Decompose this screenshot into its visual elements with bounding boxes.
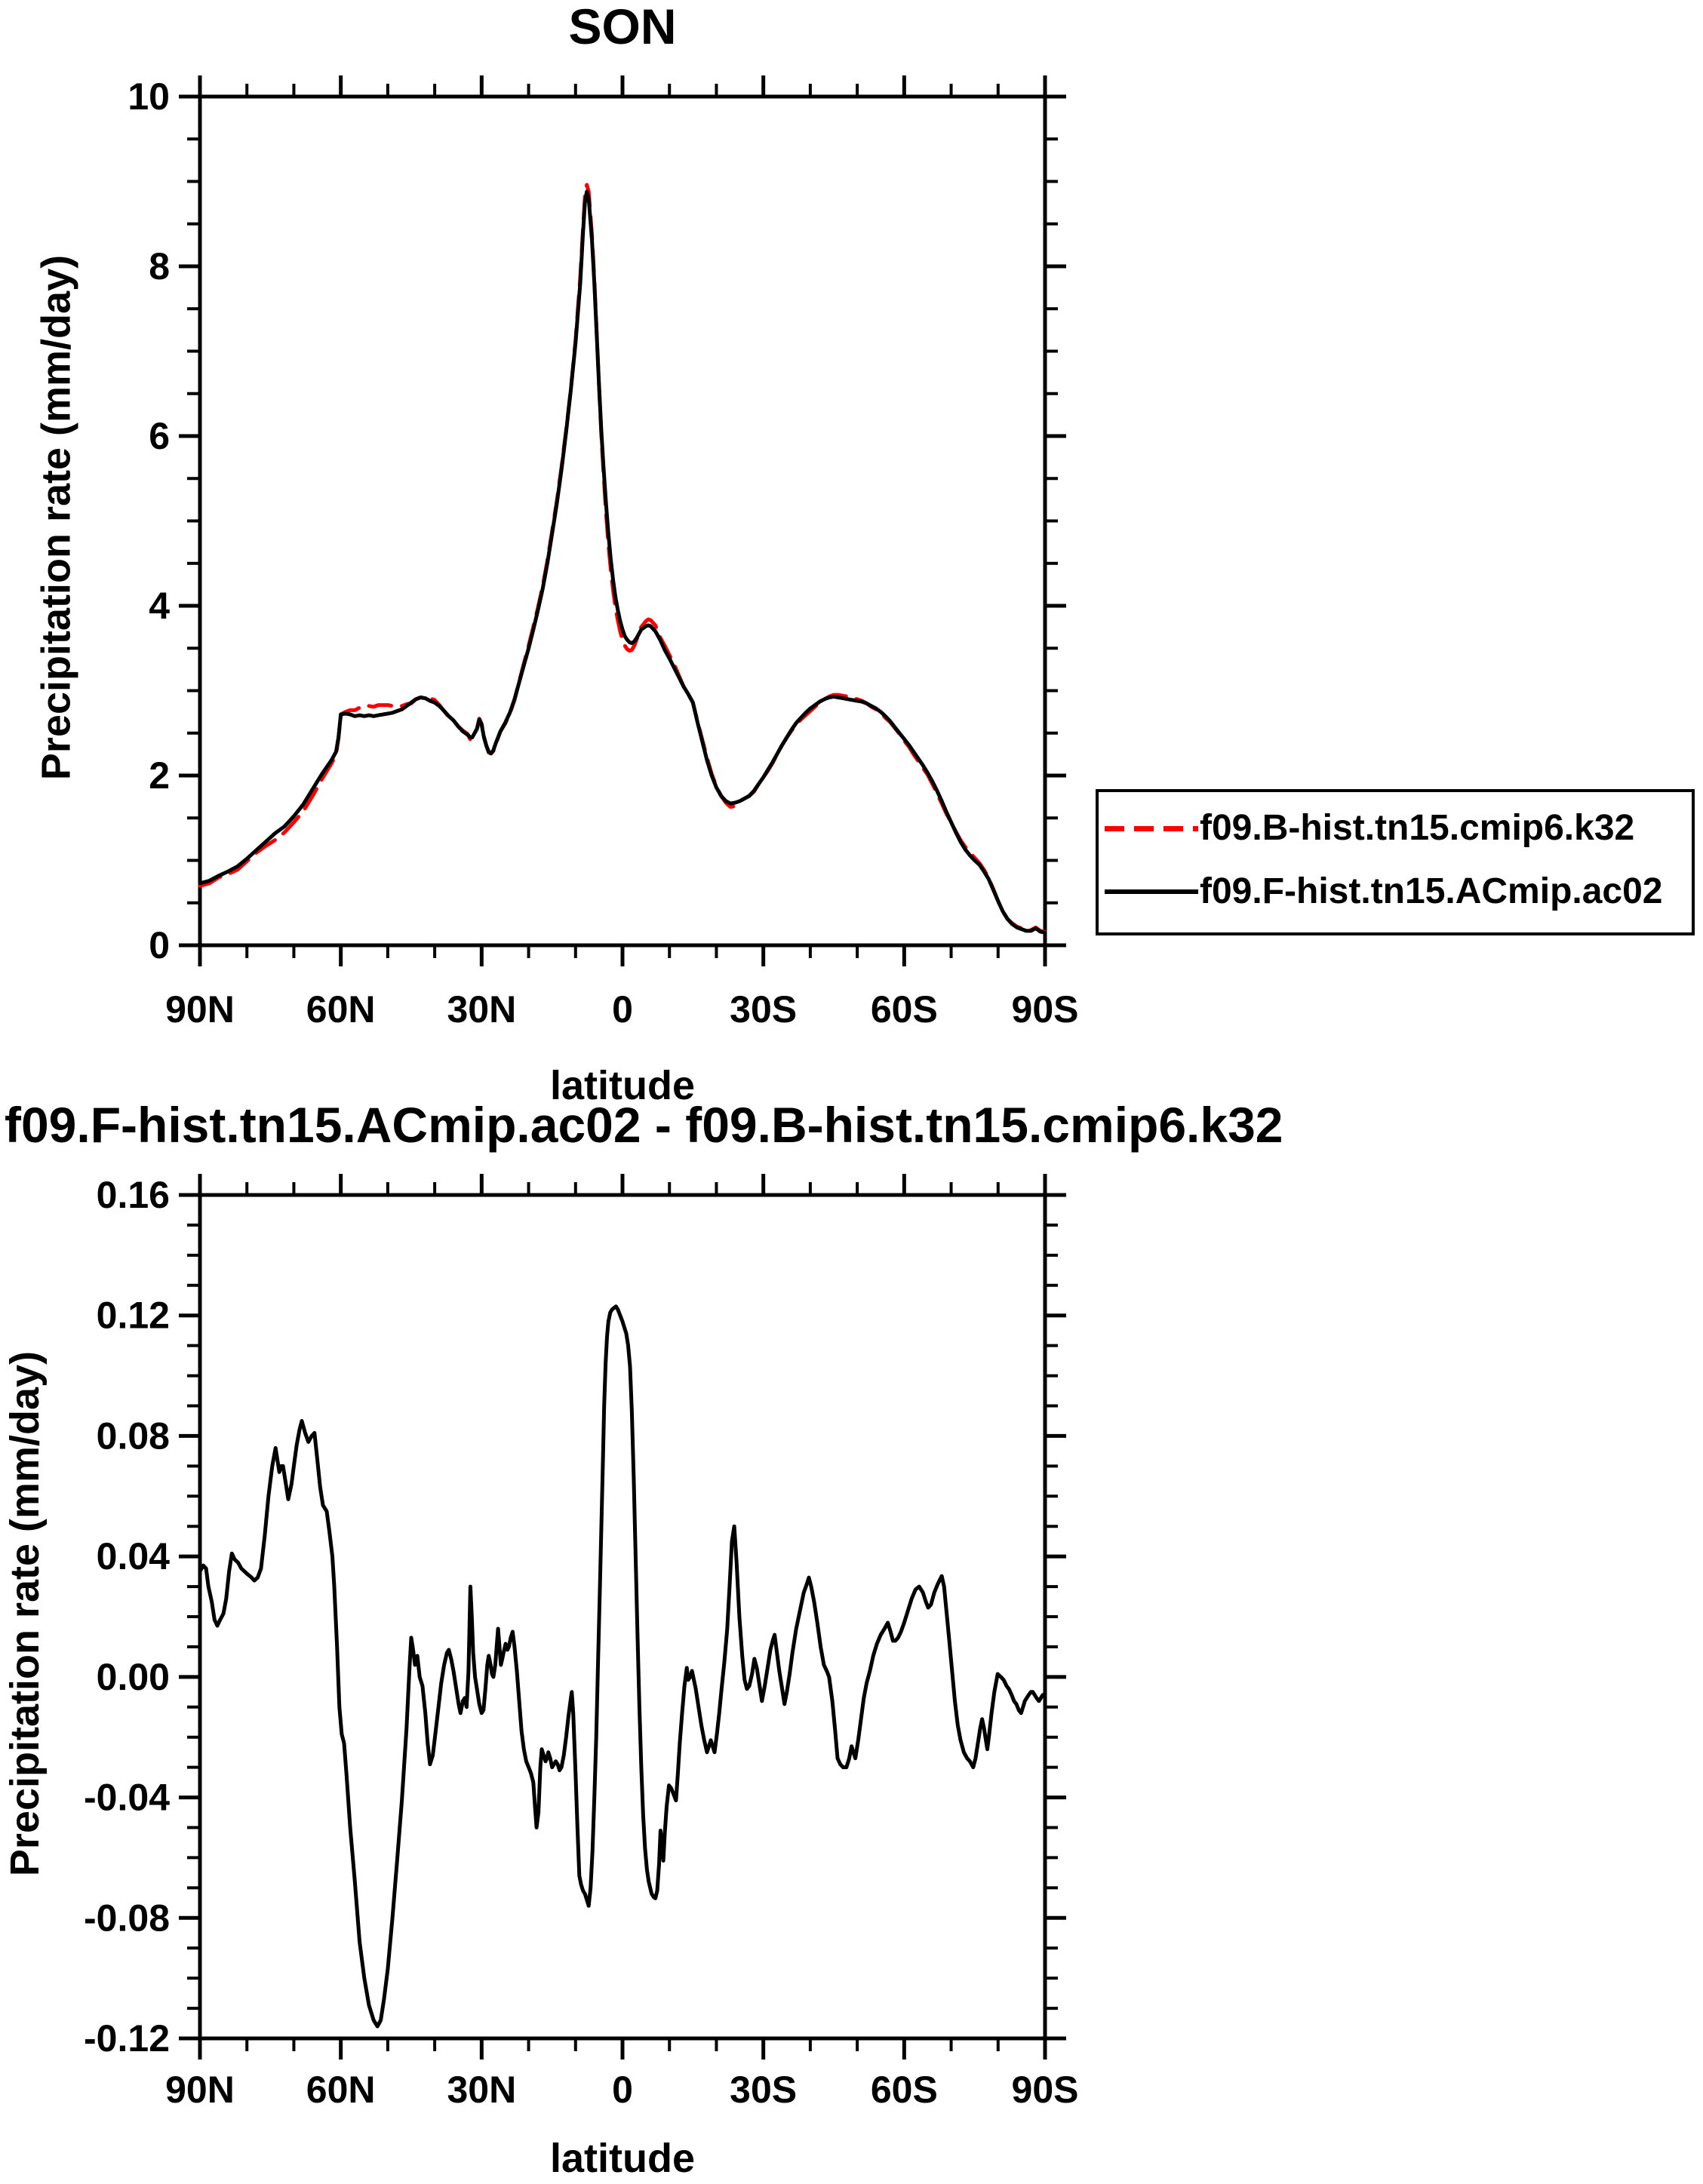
y-tick-label: 0.00	[97, 1656, 170, 1698]
x-tick-label: 60N	[306, 988, 376, 1031]
x-tick-label: 90S	[1012, 988, 1079, 1031]
y-tick-label: 0.12	[97, 1295, 170, 1337]
y-tick-label: 0	[149, 924, 170, 966]
y-tick-label: 0.08	[97, 1415, 170, 1457]
y-tick-label: 2	[149, 754, 170, 797]
x-tick-label: 0	[612, 2069, 633, 2111]
x-tick-label: 60S	[871, 988, 938, 1031]
bottom-x-axis-label: latitude	[549, 2136, 695, 2181]
x-tick-label: 60S	[871, 2069, 938, 2111]
y-tick-label: -0.08	[84, 1897, 170, 1939]
top-y-axis-label: Precipitation rate (mm/day)	[33, 254, 79, 781]
series-line-dashed	[198, 183, 1047, 934]
bottom-y-axis-label: Precipitation rate (mm/day)	[2, 1350, 48, 1877]
x-tick-label: 90N	[165, 988, 235, 1031]
legend-entry-b-hist: f09.B-hist.tn15.cmip6.k32	[1105, 809, 1634, 847]
legend-label: f09.F-hist.tn15.ACmip.ac02	[1200, 871, 1663, 911]
x-tick-label: 90S	[1012, 2069, 1079, 2111]
y-tick-label: -0.04	[84, 1777, 170, 1819]
y-tick-label: 6	[149, 415, 170, 457]
legend-box: f09.B-hist.tn15.cmip6.k32 f09.F-hist.tn1…	[1096, 789, 1695, 935]
red-dashed-line-swatch	[1105, 825, 1198, 831]
x-tick-label: 90N	[165, 2069, 235, 2111]
x-tick-label: 0	[612, 988, 633, 1031]
top-x-axis-label: latitude	[549, 1063, 695, 1108]
y-tick-label: 0.04	[97, 1535, 171, 1577]
black-solid-line-swatch	[1105, 889, 1198, 894]
y-tick-label: 10	[128, 75, 170, 118]
x-tick-label: 60N	[306, 2069, 376, 2111]
y-tick-label: -0.12	[84, 2017, 170, 2060]
y-tick-label: 0.16	[97, 1174, 170, 1216]
legend-entry-f-hist: f09.F-hist.tn15.ACmip.ac02	[1105, 873, 1663, 911]
top-panel-title: SON	[568, 0, 677, 54]
x-tick-label: 30N	[447, 2069, 516, 2111]
x-tick-label: 30S	[730, 988, 797, 1031]
bottom-panel-title: f09.F-hist.tn15.ACmip.ac02 - f09.B-hist.…	[5, 1097, 1283, 1153]
legend-label: f09.B-hist.tn15.cmip6.k32	[1200, 808, 1635, 848]
axis-frame	[198, 94, 1047, 948]
x-tick-label: 30N	[447, 988, 516, 1031]
series-line-solid	[198, 189, 1047, 935]
x-tick-label: 30S	[730, 2069, 797, 2111]
y-tick-label: 8	[149, 245, 170, 287]
y-tick-label: 4	[149, 585, 170, 627]
series-line-solid	[198, 1304, 1047, 2029]
